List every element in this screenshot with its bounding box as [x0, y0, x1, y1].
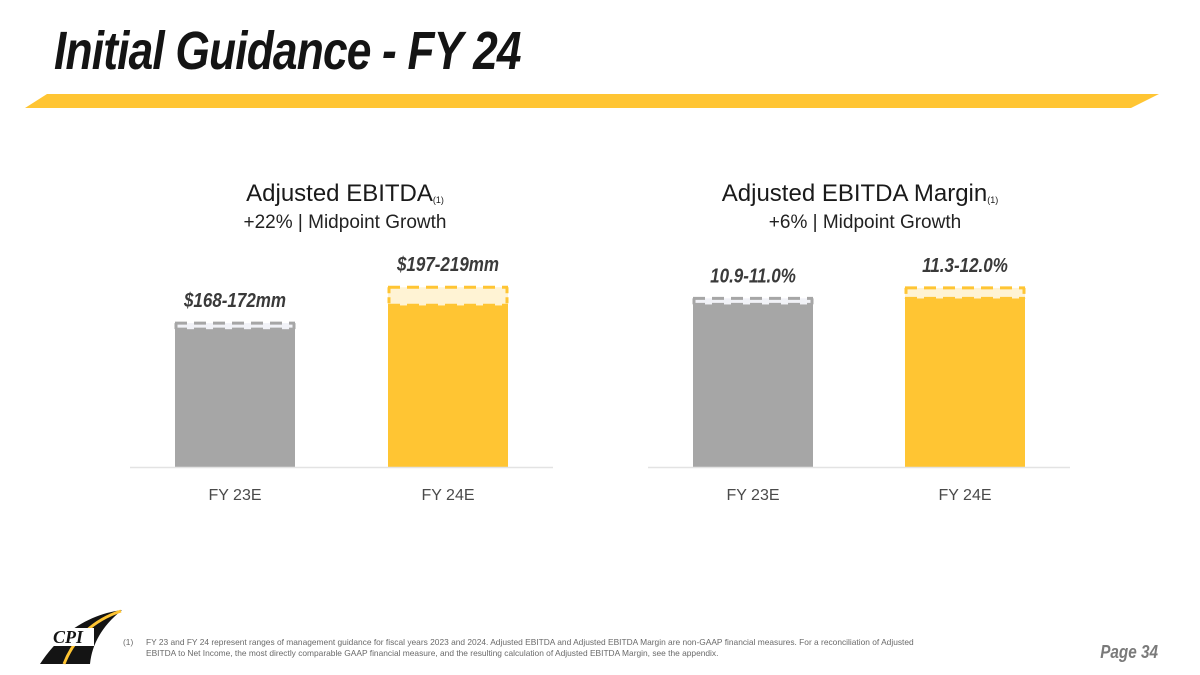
bar	[693, 304, 813, 467]
chart-subtitle: +22% | Midpoint Growth	[243, 212, 447, 233]
data-label: 11.3-12.0%	[922, 254, 1008, 277]
range-band	[388, 287, 508, 306]
range-band	[905, 287, 1025, 299]
accent-stripe	[25, 94, 1159, 108]
page-number: Page 34	[1100, 642, 1158, 662]
footnote: (1) FY 23 and FY 24 represent ranges of …	[123, 637, 923, 659]
data-label: $168-172mm	[183, 289, 286, 312]
chart-title: Adjusted EBITDA(1)	[190, 180, 500, 208]
data-label: 10.9-11.0%	[710, 264, 796, 287]
data-label: $197-219mm	[396, 253, 499, 276]
range-band	[175, 323, 295, 330]
chart-0: $168-172mm FY 23E $197-219mm FY 24E	[130, 253, 553, 504]
footnote-ref: (1)	[432, 195, 444, 205]
bar	[175, 329, 295, 467]
chart-1: 10.9-11.0% FY 23E 11.3-12.0% FY 24E	[648, 254, 1070, 504]
chart-header-margin: Adjusted EBITDA Margin(1) +6% | Midpoint…	[680, 180, 1040, 234]
category-label: FY 23E	[726, 487, 779, 504]
chart-title-text: Adjusted EBITDA	[246, 180, 433, 207]
chart-title: Adjusted EBITDA Margin(1)	[680, 180, 1040, 208]
footnote-text: FY 23 and FY 24 represent ranges of mana…	[146, 637, 914, 658]
footnote-marker: (1)	[123, 637, 134, 647]
logo-text: CPI	[53, 627, 84, 647]
category-label: FY 24E	[938, 487, 991, 504]
category-label: FY 23E	[208, 487, 261, 504]
range-band	[693, 298, 813, 305]
page-title: Initial Guidance - FY 24	[54, 21, 522, 81]
logo-text-bg	[42, 628, 94, 646]
bar	[905, 298, 1025, 467]
chart-header-ebitda: Adjusted EBITDA(1) +22% | Midpoint Growt…	[190, 180, 500, 234]
footnote-ref: (1)	[987, 195, 999, 205]
title-underline-stripe	[25, 94, 1159, 108]
category-label: FY 24E	[421, 487, 474, 504]
chart-subtitle: +6% | Midpoint Growth	[768, 212, 962, 233]
cpi-logo: CPI	[40, 609, 122, 665]
chart-title-text: Adjusted EBITDA Margin	[721, 180, 988, 207]
bar	[388, 305, 508, 467]
